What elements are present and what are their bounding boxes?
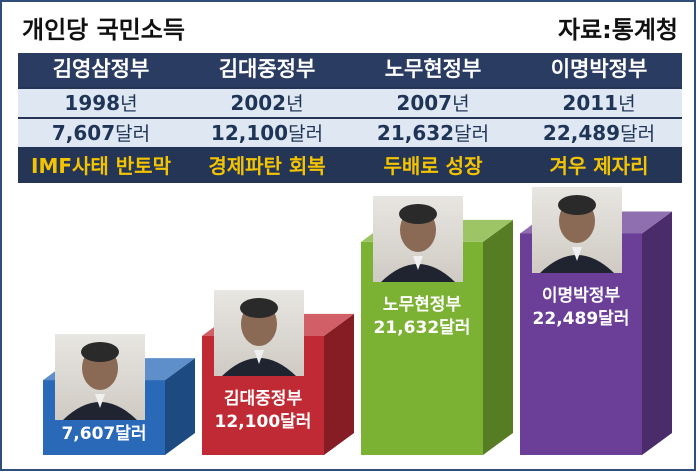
portrait-photo — [373, 195, 463, 282]
bar-category-label: 노무현정부 — [382, 294, 462, 315]
year-suffix: 년 — [452, 93, 470, 115]
year-value: 1998 — [64, 91, 121, 115]
portrait-icon — [63, 342, 137, 421]
year-cell: 2007년 — [350, 89, 516, 117]
year-cell: 2002년 — [184, 89, 350, 117]
year-cell: 2011년 — [516, 89, 682, 117]
portrait-icon — [381, 203, 455, 282]
portrait-icon — [540, 195, 614, 274]
bar-value-label: 노무현정부 21,632달러 — [361, 294, 483, 340]
bar-side — [324, 313, 354, 455]
bar-category-label: 김대중정부 — [223, 388, 303, 409]
bar-amount-label: 12,100달러 — [214, 411, 312, 432]
income-cell: 21,632달러 — [350, 119, 516, 147]
year-value: 2007 — [396, 91, 453, 115]
income-unit: 달러 — [620, 123, 656, 145]
income-value: 12,100 — [210, 121, 289, 145]
bar-category-label: 이명박정부 — [541, 286, 621, 307]
bar-value-label: 이명박정부 22,489달러 — [520, 285, 642, 331]
income-cell: 12,100달러 — [184, 119, 350, 147]
government-name: 김대중정부 — [218, 57, 316, 81]
year-row: 1998년 2002년 2007년 2011년 — [18, 89, 682, 117]
year-suffix: 년 — [120, 93, 138, 115]
income-row: 7,607달러 12,100달러 21,632달러 22,489달러 — [18, 119, 682, 147]
government-row: 김영삼정부 김대중정부 노무현정부 이명박정부 — [18, 53, 682, 87]
year-suffix: 년 — [286, 93, 304, 115]
bar-side — [483, 219, 513, 455]
portrait-photo — [214, 289, 304, 376]
description-cell: 두배로 성장 — [383, 154, 483, 178]
income-unit: 달러 — [288, 123, 324, 145]
income-cell: 7,607달러 — [18, 119, 184, 147]
income-value: 7,607 — [51, 121, 116, 145]
description-cell: IMF사태 반토막 — [31, 154, 171, 178]
chart-title: 개인당 국민소득 — [22, 16, 185, 44]
bar-amount-label: 7,607달러 — [61, 424, 147, 445]
year-value: 2002 — [230, 91, 287, 115]
description-row: IMF사태 반토막 경제파탄 회복 두배로 성장 겨우 제자리 — [18, 149, 682, 183]
data-source: 자료:통계청 — [558, 16, 678, 44]
income-value: 21,632 — [376, 121, 455, 145]
bar-amount-label: 22,489달러 — [532, 309, 630, 330]
income-cell: 22,489달러 — [516, 119, 682, 147]
bar-side — [165, 358, 195, 455]
description-cell: 경제파탄 회복 — [208, 154, 326, 178]
year-cell: 1998년 — [18, 89, 184, 117]
portrait-icon — [222, 297, 296, 376]
summary-table: 김영삼정부 김대중정부 노무현정부 이명박정부 1998년 2002년 2007… — [18, 53, 682, 183]
portrait-photo — [55, 334, 145, 421]
bar-side — [642, 211, 672, 455]
government-name: 노무현정부 — [384, 57, 482, 81]
income-unit: 달러 — [454, 123, 490, 145]
portrait-photo — [532, 187, 622, 274]
government-name: 이명박정부 — [550, 57, 648, 81]
bar-value-label: 김대중정부 12,100달러 — [202, 388, 324, 434]
description-cell: 겨우 제자리 — [549, 154, 649, 178]
year-suffix: 년 — [618, 93, 636, 115]
income-value: 22,489 — [542, 121, 621, 145]
income-unit: 달러 — [115, 123, 151, 145]
government-name: 김영삼정부 — [52, 57, 150, 81]
year-value: 2011 — [562, 91, 619, 115]
bar-amount-label: 21,632달러 — [373, 317, 471, 338]
